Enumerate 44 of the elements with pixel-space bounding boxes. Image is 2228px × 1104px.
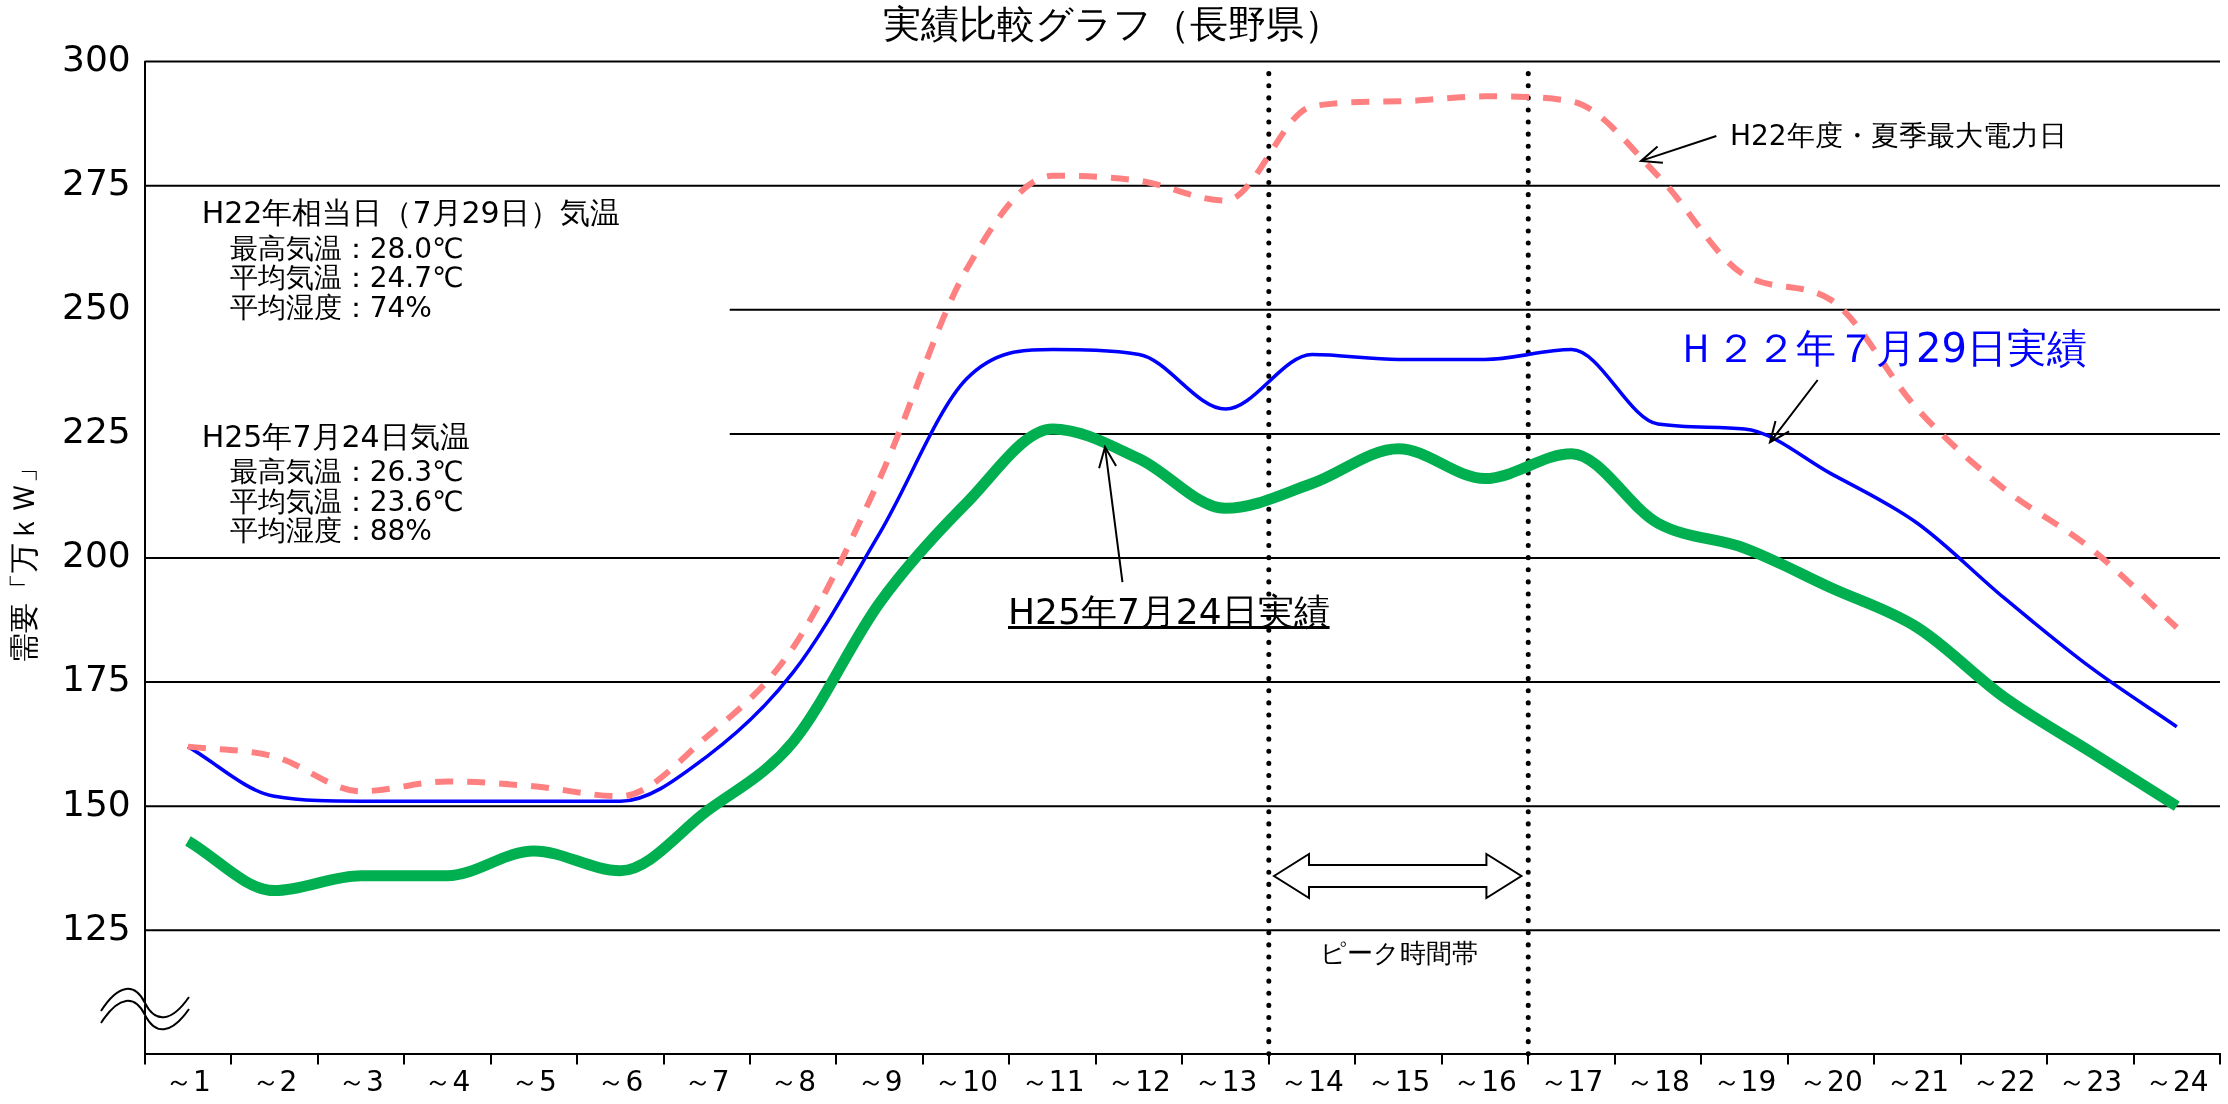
x-tick-label: ～21 (1885, 1065, 1950, 1099)
y-tick-label: 250 (61, 286, 131, 328)
x-tick-label: ～17 (1539, 1065, 1604, 1099)
x-tick-label: ～14 (1280, 1065, 1344, 1099)
x-tick-label: ～7 (683, 1065, 730, 1099)
x-tick-label: ～6 (597, 1065, 644, 1099)
x-tick-label: ～19 (1712, 1065, 1777, 1099)
x-tick-label: ～13 (1193, 1065, 1258, 1099)
annotation: 最高気温：26.3℃ (229, 454, 464, 488)
x-tick-label: ～22 (1972, 1065, 2036, 1099)
text: H22年度・夏季最大電力日 (1730, 119, 2067, 152)
x-tick-label: ～24 (2144, 1065, 2209, 1099)
x-tick-label: ～5 (510, 1065, 557, 1099)
text: H25年7月24日実績 (1008, 591, 1330, 632)
y-tick-label: 225 (61, 410, 131, 452)
annotation: 最高気温：28.0℃ (229, 231, 464, 265)
x-tick-label: ～3 (337, 1065, 384, 1099)
y-tick-label: 175 (61, 658, 131, 700)
series-label: Ｈ２２年７月29日実績 (1676, 325, 2087, 371)
x-tick-label: ～15 (1366, 1065, 1431, 1099)
annotation: 平均湿度：74% (229, 291, 432, 325)
annotation: H22年相当日（7月29日）気温 (201, 195, 620, 231)
chart-title: 実績比較グラフ（長野県） (882, 1, 1342, 46)
x-tick-label: ～12 (1107, 1065, 1171, 1099)
x-tick-label: ～9 (856, 1065, 903, 1099)
y-tick-label: 275 (61, 162, 131, 204)
x-tick-label: ～2 (251, 1065, 298, 1099)
x-tick-label: ～23 (2058, 1065, 2123, 1099)
x-tick-label: ～8 (770, 1065, 817, 1099)
y-tick-label: 300 (61, 37, 131, 79)
y-tick-label: 150 (61, 782, 131, 824)
x-tick-label: ～4 (424, 1065, 471, 1099)
y-axis-title: 需要「万ｋＷ」 (5, 453, 41, 663)
x-tick-label: ～16 (1453, 1065, 1517, 1099)
y-tick-label: 125 (61, 906, 131, 948)
x-tick-label: ～1 (165, 1065, 211, 1099)
x-tick-label: ～11 (1020, 1065, 1085, 1099)
annotation: 平均湿度：88% (229, 514, 432, 548)
x-tick-label: ～10 (934, 1065, 998, 1099)
annotation: ピーク時間帯 (1319, 937, 1478, 968)
y-tick-label: 200 (61, 534, 131, 576)
annotation: H25年7月24日気温 (201, 418, 470, 454)
x-tick-label: ～20 (1799, 1065, 1863, 1099)
x-tick-label: ～18 (1626, 1065, 1690, 1099)
